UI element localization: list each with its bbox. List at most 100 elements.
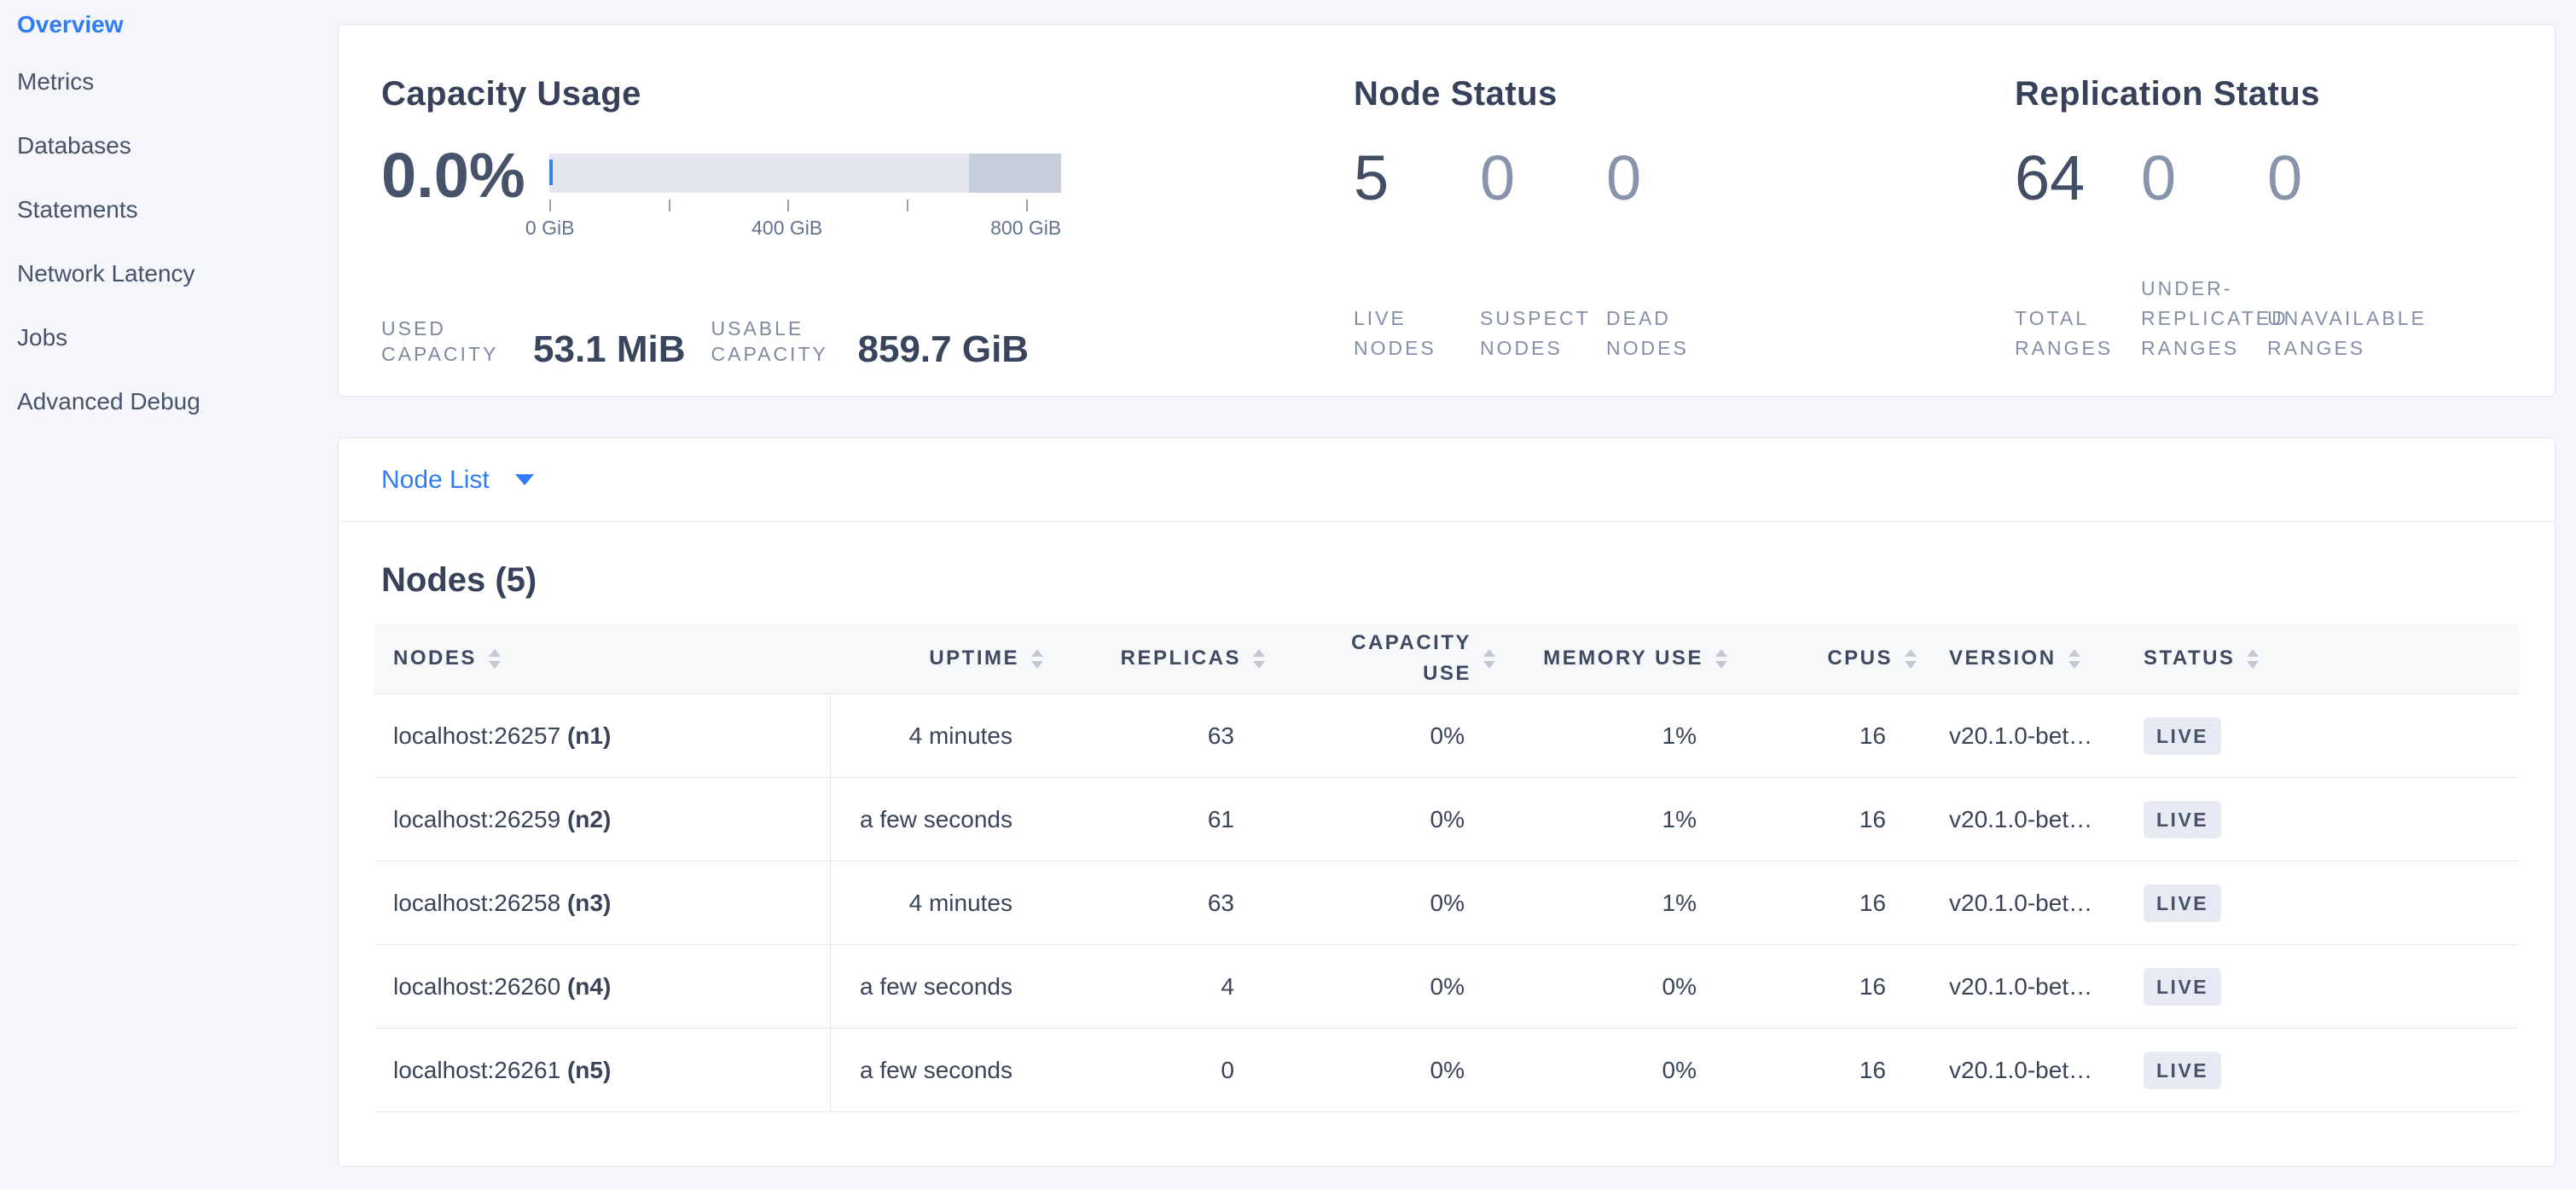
capacity-use-cell: 0% [1265, 861, 1495, 945]
sidebar-item-overview[interactable]: Overview [0, 0, 338, 49]
used-capacity-label: USED CAPACITY [381, 317, 499, 365]
suspect-nodes-label: SUSPECT NODES [1480, 307, 1591, 359]
table-header-row: NODES UPTIME REPLICAS CAPACITY USE MEMOR… [374, 624, 2519, 694]
sidebar-item-statements[interactable]: Statements [0, 177, 338, 241]
live-nodes-value: 5 [1354, 142, 1390, 213]
column-header-capacity-use[interactable]: CAPACITY USE [1265, 624, 1495, 694]
sidebar-item-jobs[interactable]: Jobs [0, 305, 338, 369]
version-cell: v20.1.0-bet… [1917, 861, 2121, 945]
table-row[interactable]: localhost:26257 (n1) 4 minutes 63 0% 1% … [374, 693, 2519, 778]
cpus-cell: 16 [1727, 693, 1917, 778]
sidebar-item-databases[interactable]: Databases [0, 113, 338, 177]
sort-icon [1905, 648, 1917, 669]
node-list-card: Node List Nodes (5) NODES UPTIME RE [338, 438, 2556, 1167]
replication-labels: TOTAL RANGES UNDER-REPLICATED RANGES UNA… [2015, 274, 2427, 363]
dead-nodes-value: 0 [1606, 142, 1642, 213]
uptime-cell: 4 minutes [830, 861, 1043, 945]
sidebar-item-label: Statements [17, 195, 138, 223]
sidebar-item-label: Network Latency [17, 259, 195, 287]
node-status-title: Node Status [1354, 75, 1558, 113]
replicas-cell: 61 [1043, 777, 1265, 861]
node-id: (n3) [566, 889, 612, 916]
column-header-status[interactable]: STATUS [2121, 624, 2519, 694]
nodes-table-wrap: NODES UPTIME REPLICAS CAPACITY USE MEMOR… [374, 624, 2519, 1112]
tick-mark [906, 200, 908, 212]
tick-mark [786, 200, 789, 212]
main-content: Capacity Usage 0.0% [338, 24, 2556, 1167]
replicas-cell: 0 [1043, 1028, 1265, 1112]
sidebar-item-label: Metrics [17, 67, 95, 95]
column-header-uptime[interactable]: UPTIME [830, 624, 1043, 694]
sidebar-item-label: Databases [17, 131, 131, 159]
version-cell: v20.1.0-bet… [1917, 944, 2121, 1029]
column-header-version[interactable]: VERSION [1917, 624, 2121, 694]
cpus-cell: 16 [1727, 861, 1917, 945]
usable-capacity-value: 859.7 GiB [857, 328, 1030, 370]
capacity-use-cell: 0% [1265, 693, 1495, 778]
node-status-labels: LIVE NODES SUSPECT NODES DEAD NODES [1354, 304, 1732, 363]
replicas-cell: 63 [1043, 861, 1265, 945]
status-cell: LIVE [2121, 693, 2519, 778]
node-address-cell: localhost:26258 (n3) [374, 861, 831, 945]
table-row[interactable]: localhost:26259 (n2) a few seconds 61 0%… [374, 777, 2519, 861]
sidebar-item-label: Jobs [17, 323, 68, 351]
cpus-cell: 16 [1727, 1028, 1917, 1112]
sidebar-item-metrics[interactable]: Metrics [0, 49, 338, 113]
nodes-table: NODES UPTIME REPLICAS CAPACITY USE MEMOR… [374, 624, 2519, 1112]
column-header-replicas[interactable]: REPLICAS [1043, 624, 1265, 694]
cpus-cell: 16 [1727, 944, 1917, 1029]
memory-use-cell: 0% [1495, 944, 1727, 1029]
used-capacity-value: 53.1 MiB [533, 328, 686, 370]
status-cell: LIVE [2121, 1028, 2519, 1112]
memory-use-cell: 0% [1495, 1028, 1727, 1112]
replication-status-section: Replication Status 64 0 0 TOTAL RANGES U… [2015, 25, 2555, 396]
status-badge: LIVE [2144, 716, 2222, 755]
node-address-cell: localhost:26261 (n5) [374, 1028, 831, 1112]
column-header-memory-use[interactable]: MEMORY USE [1495, 624, 1727, 694]
total-ranges-label: TOTAL RANGES [2015, 307, 2114, 359]
memory-use-cell: 1% [1495, 861, 1727, 945]
tick-mark [1025, 200, 1028, 212]
sidebar-item-advanced-debug[interactable]: Advanced Debug [0, 369, 338, 433]
status-cell: LIVE [2121, 944, 2519, 1029]
live-nodes-label: LIVE NODES [1354, 307, 1436, 359]
version-cell: v20.1.0-bet… [1917, 777, 2121, 861]
table-row[interactable]: localhost:26260 (n4) a few seconds 4 0% … [374, 944, 2519, 1029]
replication-status-title: Replication Status [2015, 75, 2320, 113]
uptime-cell: a few seconds [830, 777, 1043, 861]
status-cell: LIVE [2121, 777, 2519, 861]
column-header-cpus[interactable]: CPUS [1727, 624, 1917, 694]
capacity-use-cell: 0% [1265, 1028, 1495, 1112]
capacity-usage-title: Capacity Usage [381, 75, 641, 113]
sort-icon [488, 648, 501, 669]
capacity-details: USED CAPACITY 53.1 MiB USABLE CAPACITY 8… [381, 316, 1030, 370]
sidebar: Overview Metrics Databases Statements Ne… [0, 0, 338, 1189]
tick-label-800: 800 GiB [990, 217, 1062, 239]
capacity-use-cell: 0% [1265, 777, 1495, 861]
status-badge: LIVE [2144, 1051, 2222, 1089]
uptime-cell: 4 minutes [830, 693, 1043, 778]
tick-mark [668, 200, 670, 212]
unavailable-ranges-value: 0 [2267, 142, 2303, 213]
capacity-bar-track [548, 154, 1061, 193]
sidebar-item-label: Advanced Debug [17, 387, 200, 415]
unavailable-ranges-label: UNAVAILABLE RANGES [2267, 307, 2427, 359]
version-cell: v20.1.0-bet… [1917, 1028, 2121, 1112]
node-list-dropdown[interactable]: Node List [381, 466, 534, 495]
capacity-gauge: 0.0% [381, 143, 1354, 241]
node-list-dropdown-label: Node List [381, 465, 490, 494]
capacity-bar-other-segment [968, 154, 1061, 193]
node-id: (n2) [566, 805, 612, 832]
table-row[interactable]: localhost:26258 (n3) 4 minutes 63 0% 1% … [374, 861, 2519, 945]
column-header-nodes[interactable]: NODES [374, 624, 830, 694]
status-cell: LIVE [2121, 861, 2519, 945]
table-row[interactable]: localhost:26261 (n5) a few seconds 0 0% … [374, 1028, 2519, 1112]
chevron-down-icon [514, 474, 534, 485]
memory-use-cell: 1% [1495, 777, 1727, 861]
sidebar-item-network-latency[interactable]: Network Latency [0, 241, 338, 305]
sort-icon [1715, 648, 1727, 669]
sort-icon [1031, 648, 1043, 669]
version-cell: v20.1.0-bet… [1917, 693, 2121, 778]
node-address-cell: localhost:26259 (n2) [374, 777, 831, 861]
capacity-bar-ticks [548, 200, 1061, 213]
